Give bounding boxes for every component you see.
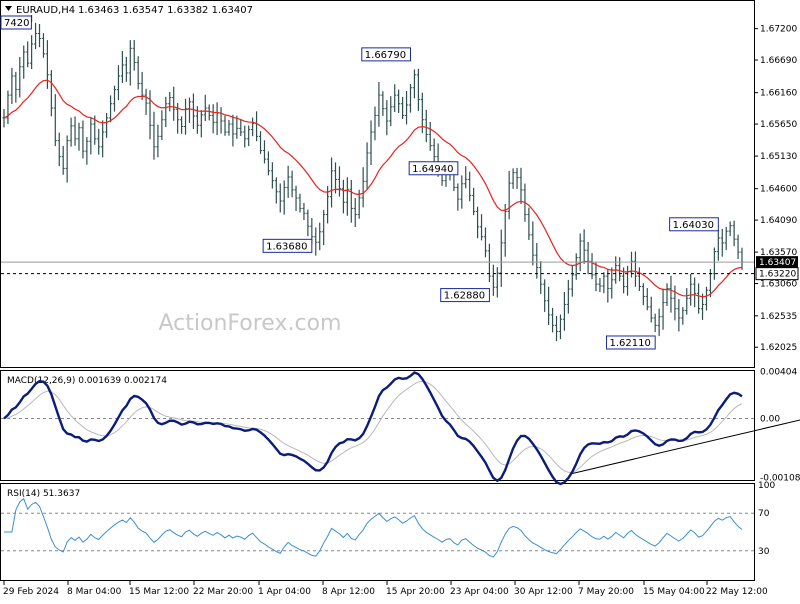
current-price-label: 1.63407 bbox=[759, 258, 796, 268]
label-box bbox=[669, 217, 719, 232]
rsi-axis: 100 70 30 bbox=[758, 481, 775, 557]
price-panel-frame bbox=[0, 0, 755, 368]
price-bars bbox=[2, 22, 744, 342]
macd-tick-label: 0.00 bbox=[760, 415, 780, 425]
rsi-line bbox=[4, 497, 743, 558]
price-label-text: 1.62880 bbox=[444, 291, 485, 302]
x-tick-label: 8 Apr 12:00 bbox=[322, 587, 375, 597]
price-tick-label: 1.64600 bbox=[760, 185, 797, 195]
x-tick-label: 15 May 04:00 bbox=[643, 587, 705, 597]
header: EURAUD,H4 1.63463 1.63547 1.63382 1.6340… bbox=[5, 5, 253, 16]
macd-line bbox=[3, 371, 743, 486]
watermark: ActionForex.com bbox=[159, 311, 342, 336]
price-tick-label: 1.66690 bbox=[760, 56, 797, 66]
x-tick-label: 29 Feb 2024 bbox=[3, 587, 59, 597]
rsi-tick-label: 70 bbox=[758, 509, 770, 519]
price-tick-label: 1.67200 bbox=[760, 25, 797, 35]
price-tick-label: 1.64090 bbox=[760, 216, 797, 226]
price-tick-label: 1.62535 bbox=[760, 312, 797, 322]
macd-tick-label: -0.00108 bbox=[760, 474, 800, 484]
moving-average bbox=[3, 79, 743, 298]
level-price-label: 1.63220 bbox=[759, 270, 796, 280]
level-price-box bbox=[755, 267, 799, 281]
price-axis: 1.67200 1.66690 1.66160 1.65650 1.65130 1.646… bbox=[754, 25, 799, 353]
x-axis: 29 Feb 2024 8 Mar 04:00 15 Mar 12:00 22 Mar… bbox=[3, 581, 768, 597]
label-box bbox=[361, 47, 411, 62]
rsi-panel-frame bbox=[0, 483, 755, 581]
x-tick-label: 7 May 20:00 bbox=[578, 587, 634, 597]
price-label-text: 1.64030 bbox=[673, 220, 714, 231]
price-tick-label: 1.65130 bbox=[760, 152, 797, 162]
label-box bbox=[0, 15, 32, 30]
ohlc-values: 1.63463 1.63547 1.63382 1.63407 bbox=[78, 5, 253, 16]
price-tick-label: 1.65650 bbox=[760, 120, 797, 130]
price-tick-label: 1.63060 bbox=[760, 280, 797, 290]
dropdown-triangle-icon[interactable] bbox=[5, 6, 12, 11]
x-tick-label: 8 Mar 04:00 bbox=[67, 587, 122, 597]
x-tick-label: 23 Apr 04:00 bbox=[450, 587, 509, 597]
price-label-text: 1.66790 bbox=[365, 50, 406, 61]
price-label-text: 1.62110 bbox=[609, 338, 650, 349]
price-label-text: 7420 bbox=[4, 18, 29, 29]
rsi-title: RSI(14) 51.3637 bbox=[7, 489, 80, 499]
price-label-text: 1.63680 bbox=[266, 241, 307, 252]
x-tick-label: 1 Apr 04:00 bbox=[258, 587, 311, 597]
macd-title: MACD(12,26,9) 0.001639 0.002174 bbox=[7, 376, 167, 386]
macd-panel-frame bbox=[0, 370, 755, 481]
x-tick-label: 22 Mar 20:00 bbox=[193, 587, 253, 597]
rsi-tick-label: 100 bbox=[758, 481, 775, 491]
macd-signal-line bbox=[3, 380, 743, 473]
x-tick-label: 15 Mar 12:00 bbox=[129, 587, 189, 597]
label-box bbox=[440, 288, 490, 303]
macd-trendline bbox=[572, 419, 800, 475]
price-label-text: 1.64940 bbox=[412, 164, 453, 175]
label-box bbox=[262, 238, 313, 253]
price-lines bbox=[1, 261, 754, 275]
ma-line bbox=[3, 79, 743, 298]
macd-layer bbox=[1, 371, 800, 486]
macd-tick-label: 0.00404 bbox=[760, 368, 797, 378]
current-price-box bbox=[756, 256, 798, 269]
price-tick-label: 1.66160 bbox=[760, 89, 797, 99]
x-tick-label: 22 May 12:00 bbox=[706, 587, 768, 597]
rsi-tick-label: 30 bbox=[758, 547, 770, 557]
x-tick-label: 30 Apr 12:00 bbox=[514, 587, 573, 597]
symbol-label: EURAUD,H4 bbox=[16, 5, 75, 16]
price-tick-label: 1.62025 bbox=[760, 343, 797, 353]
label-box bbox=[605, 335, 656, 350]
rsi-layer bbox=[1, 497, 754, 558]
label-box bbox=[408, 161, 459, 176]
price-tick-label: 1.63570 bbox=[760, 248, 797, 258]
macd-axis: 0.00404 0.00 -0.00108 bbox=[760, 368, 800, 484]
x-tick-label: 15 Apr 20:00 bbox=[386, 587, 445, 597]
price-labels: 7420 1.66790 1.63680 1.64940 1.62880 1.62110 1… bbox=[0, 15, 719, 350]
